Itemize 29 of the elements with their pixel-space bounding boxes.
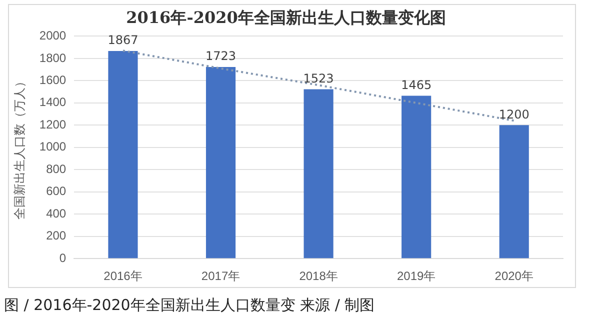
y-tick-label: 1400 [39,95,66,110]
y-tick-label: 1000 [39,140,66,154]
x-tick-label: 2018年 [299,269,338,284]
y-tick-label: 2000 [39,28,66,43]
y-tick-label: 200 [46,228,66,243]
bar [402,96,432,258]
y-axis-title: 全国新出生人口数（万人） [12,75,27,220]
y-tick-label: 1800 [39,50,66,65]
x-tick-label: 2019年 [396,269,436,284]
bar [108,50,138,258]
y-tick-label: 1200 [39,117,66,132]
bar [499,125,529,258]
data-label: 1523 [303,71,334,86]
y-tick-label: 400 [46,206,66,220]
y-tick-label: 600 [46,184,66,198]
data-label: 1867 [108,33,138,48]
x-tick-label: 2020年 [494,269,534,284]
x-tick-label: 2016年 [104,269,142,284]
bar [206,67,236,258]
data-label: 1723 [205,49,236,64]
data-label: 1465 [401,78,432,92]
data-label: 1200 [498,107,530,122]
y-tick-label: 800 [46,162,66,176]
y-tick-label: 0 [59,250,66,265]
x-tick-label: 2017年 [201,269,240,284]
chart-title: 2016年-2020年全国新出生人口数量变化图 [126,8,446,27]
y-tick-label: 1600 [39,72,66,87]
bar [304,89,334,258]
text: 图 / 2016年-2020年全国新出生人口数量变 来源 / 制图 [4,296,375,315]
